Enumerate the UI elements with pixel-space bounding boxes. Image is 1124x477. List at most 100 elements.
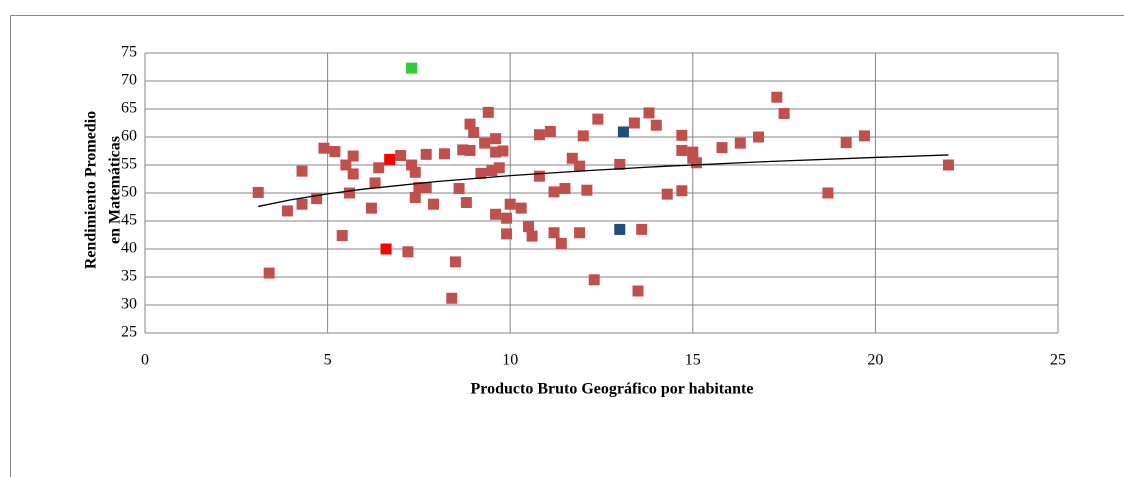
point	[778, 107, 790, 119]
point	[734, 137, 746, 149]
x-tick-label: 20	[867, 352, 883, 369]
point	[533, 170, 545, 182]
point	[340, 159, 352, 171]
point	[632, 285, 644, 297]
point	[522, 221, 534, 233]
point	[468, 127, 480, 139]
y-tick-label: 75	[121, 44, 137, 61]
point	[490, 133, 502, 145]
point	[460, 197, 472, 209]
x-tick-label: 5	[324, 352, 332, 369]
point	[577, 130, 589, 142]
point	[464, 144, 476, 156]
point	[566, 152, 578, 164]
point	[406, 62, 418, 74]
x-tick-label: 0	[141, 352, 149, 369]
x-tick-label: 10	[502, 352, 518, 369]
point	[311, 193, 323, 205]
point	[574, 227, 586, 239]
point	[347, 168, 359, 180]
x-axis-title: Producto Bruto Geográfico por habitante	[471, 381, 754, 398]
point	[344, 187, 356, 199]
point	[490, 208, 502, 220]
y-tick-label: 65	[121, 100, 137, 117]
point	[548, 227, 560, 239]
point	[347, 150, 359, 162]
y-tick-label: 50	[121, 184, 137, 201]
point	[636, 223, 648, 235]
point	[428, 198, 440, 210]
point	[592, 113, 604, 125]
point	[676, 185, 688, 197]
point	[406, 159, 418, 171]
point	[497, 145, 509, 157]
y-axis-title: Rendimiento Promedio	[83, 111, 100, 269]
point	[643, 107, 655, 119]
x-tick-label: 25	[1050, 352, 1066, 369]
point	[486, 165, 498, 177]
point	[482, 106, 494, 118]
point	[365, 202, 377, 214]
point	[409, 191, 421, 203]
point	[676, 129, 688, 141]
point	[263, 267, 275, 279]
point	[329, 146, 341, 158]
point	[687, 146, 699, 158]
point	[574, 160, 586, 172]
point	[402, 246, 414, 258]
point	[628, 117, 640, 129]
point	[588, 274, 600, 286]
point	[475, 167, 487, 179]
point	[822, 187, 834, 199]
y-axis-title: en Matemáticas	[107, 136, 124, 244]
y-tick-label: 55	[121, 156, 137, 173]
point	[453, 183, 465, 195]
point	[336, 230, 348, 242]
y-tick-label: 35	[121, 268, 137, 285]
point	[296, 165, 308, 177]
point	[373, 162, 385, 174]
point	[449, 256, 461, 268]
point	[464, 118, 476, 130]
point	[858, 130, 870, 142]
y-tick-label: 70	[121, 72, 137, 89]
point	[479, 137, 491, 149]
point	[559, 183, 571, 195]
point	[409, 166, 421, 178]
point	[617, 126, 629, 138]
point	[716, 142, 728, 154]
point	[533, 129, 545, 141]
y-tick-label: 45	[121, 212, 137, 229]
point	[840, 137, 852, 149]
point	[420, 182, 432, 194]
y-tick-label: 30	[121, 296, 137, 313]
point	[614, 223, 626, 235]
point	[490, 146, 502, 158]
point	[380, 243, 392, 255]
point	[515, 202, 527, 214]
point	[581, 184, 593, 196]
x-tick-label: 15	[685, 352, 701, 369]
point	[504, 198, 516, 210]
point	[650, 119, 662, 131]
point	[676, 144, 688, 156]
point	[526, 230, 538, 242]
point	[296, 198, 308, 210]
point	[614, 158, 626, 170]
point	[661, 188, 673, 200]
y-tick-label: 25	[121, 324, 137, 341]
point	[413, 181, 425, 193]
point	[942, 159, 954, 171]
point	[544, 125, 556, 137]
point	[252, 186, 264, 198]
point	[501, 212, 513, 224]
point	[369, 177, 381, 189]
point	[690, 157, 702, 169]
point	[555, 237, 567, 249]
y-tick-label: 60	[121, 128, 137, 145]
point	[281, 205, 293, 217]
point	[753, 131, 765, 143]
point	[548, 186, 560, 198]
trendline	[258, 154, 949, 208]
